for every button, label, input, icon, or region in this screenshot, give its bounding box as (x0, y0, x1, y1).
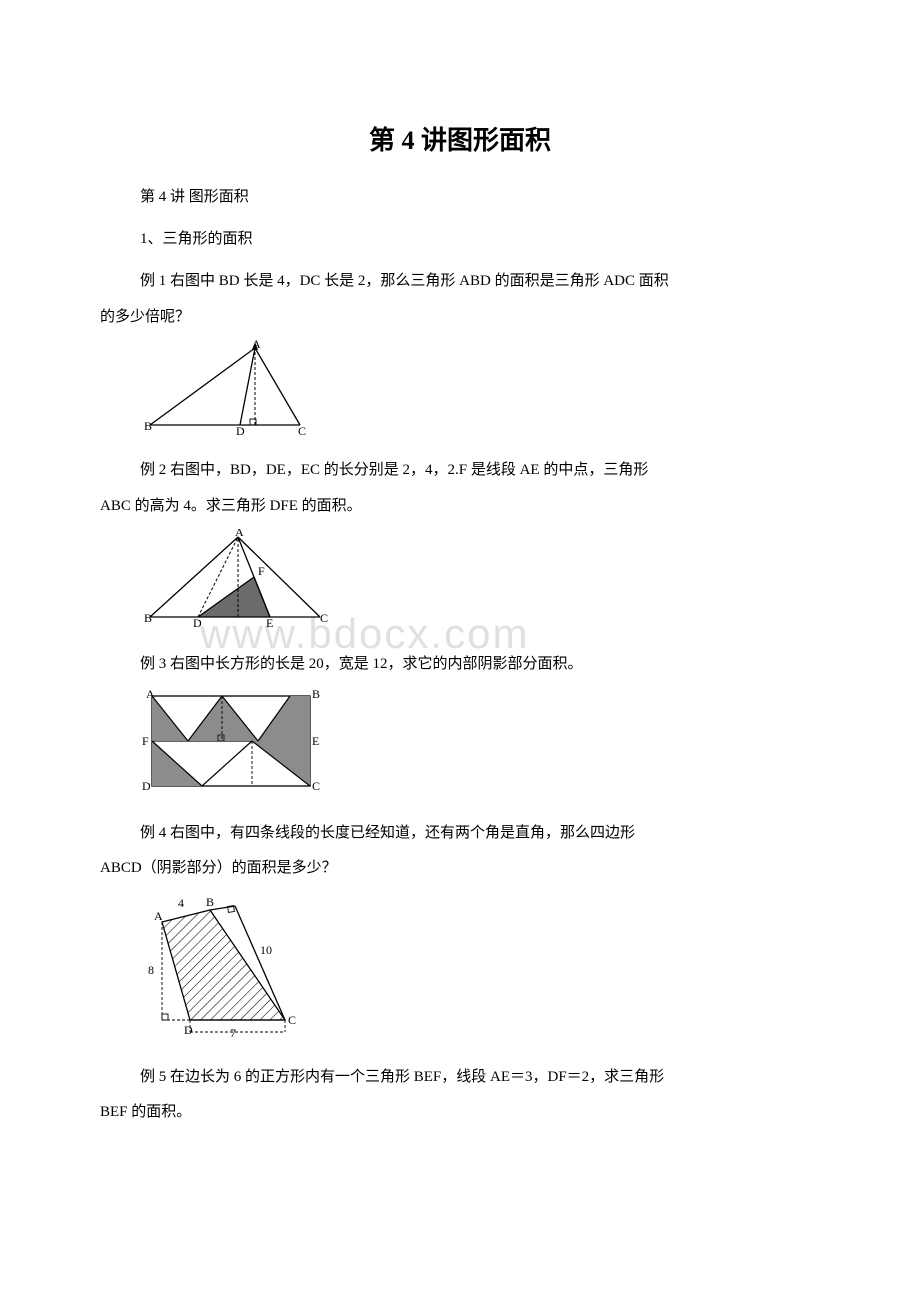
svg-text:C: C (320, 611, 328, 625)
subtitle: 第 4 讲 图形面积 (140, 185, 820, 209)
example-4-line2: ABCD（阴影部分）的面积是多少？ (100, 856, 820, 882)
svg-text:E: E (312, 734, 319, 748)
example-5-line2: BEF 的面积。 (100, 1100, 820, 1126)
svg-text:F: F (142, 734, 149, 748)
svg-text:8: 8 (148, 963, 154, 977)
svg-text:D: D (193, 616, 202, 629)
svg-text:B: B (144, 419, 152, 433)
svg-text:D: D (184, 1023, 193, 1037)
svg-text:A: A (154, 909, 163, 923)
svg-text:C: C (298, 424, 306, 435)
svg-text:D: D (236, 424, 245, 435)
svg-text:C: C (288, 1013, 296, 1027)
svg-text:E: E (266, 616, 273, 629)
svg-text:B: B (206, 895, 214, 909)
svg-text:B: B (144, 611, 152, 625)
svg-text:10: 10 (260, 943, 272, 957)
figure-3: A B E C F D (140, 688, 820, 803)
example-4-line1: 例 4 右图中，有四条线段的长度已经知道，还有两个角是直角，那么四边形 (100, 821, 820, 847)
svg-text:A: A (146, 688, 155, 701)
svg-text:F: F (258, 564, 265, 578)
svg-text:A: A (235, 529, 244, 539)
example-2-line2: ABC 的高为 4。求三角形 DFE 的面积。 (100, 494, 820, 520)
example-1-line2: 的多少倍呢？ (100, 305, 820, 331)
example-2-line1: 例 2 右图中，BD，DE，EC 的长分别是 2，4，2.F 是线段 AE 的中… (100, 458, 820, 484)
figure-1: B D C A (140, 340, 820, 440)
example-5-line1: 例 5 在边长为 6 的正方形内有一个三角形 BEF，线段 AE＝3，DF＝2，… (100, 1065, 820, 1091)
section-heading: 1、三角形的面积 (140, 227, 820, 251)
svg-text:4: 4 (178, 896, 184, 910)
svg-text:C: C (312, 779, 320, 793)
example-1-line1: 例 1 右图中 BD 长是 4，DC 长是 2，那么三角形 ABD 的面积是三角… (100, 269, 820, 295)
figure-4: A B C D 4 10 8 7 (140, 892, 820, 1047)
svg-text:B: B (312, 688, 320, 701)
example-3-line1: 例 3 右图中长方形的长是 20，宽是 12，求它的内部阴影部分面积。 (100, 652, 820, 678)
svg-text:D: D (142, 779, 151, 793)
figure-2: B D E C A F (140, 529, 820, 634)
page-title: 第 4 讲图形面积 (100, 120, 820, 157)
svg-text:7: 7 (230, 1026, 236, 1040)
